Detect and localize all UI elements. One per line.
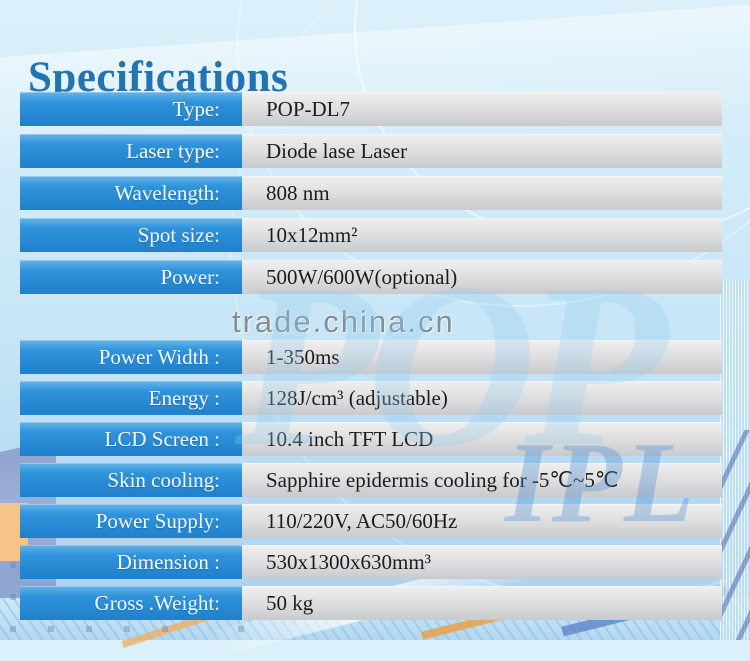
spec-row: Spot size: 10x12mm²	[20, 218, 722, 252]
spec-row: Energy :128J/cm³ (adjustable)	[20, 381, 722, 415]
spec-value: 10x12mm²	[242, 218, 722, 252]
spec-label: Dimension :	[20, 545, 242, 579]
spec-row: Type: POP-DL7	[20, 92, 722, 126]
spec-label: Skin cooling:	[20, 463, 242, 497]
spec-row: LCD Screen :10.4 inch TFT LCD	[20, 422, 722, 456]
spec-value: 1-350ms	[242, 340, 722, 374]
square-dots-pattern	[10, 562, 16, 568]
spec-value: 110/220V, AC50/60Hz	[242, 504, 722, 538]
right-diagonal-stripes	[720, 430, 750, 640]
spec-row: Power Supply: 110/220V, AC50/60Hz	[20, 504, 722, 538]
spec-label: Wavelength:	[20, 176, 242, 210]
spec-row: Laser type: Diode lase Laser	[20, 134, 722, 168]
spec-row: Power Width :1-350ms	[20, 340, 722, 374]
spec-row: Power: 500W/600W(optional)	[20, 260, 722, 294]
spec-value: 10.4 inch TFT LCD	[242, 422, 722, 456]
spec-table: Type: POP-DL7 Laser type: Diode lase Laser W…	[20, 92, 722, 627]
spec-label: Energy :	[20, 381, 242, 415]
spec-row: Wavelength: 808 nm	[20, 176, 722, 210]
spec-value: Diode lase Laser	[242, 134, 722, 168]
spec-label: Type:	[20, 92, 242, 126]
spec-group-top: Type: POP-DL7 Laser type: Diode lase Laser W…	[20, 92, 722, 294]
spec-row: Dimension :530x1300x630mm³	[20, 545, 722, 579]
spec-value: 500W/600W(optional)	[242, 260, 722, 294]
spec-value: 530x1300x630mm³	[242, 545, 722, 579]
spec-value: POP-DL7	[242, 92, 722, 126]
spec-group-bottom: Power Width :1-350ms Energy :128J/cm³ (ad…	[20, 340, 722, 620]
right-stripe-pattern	[720, 280, 750, 640]
spec-label: LCD Screen :	[20, 422, 242, 456]
spec-label: Spot size:	[20, 218, 242, 252]
spec-row: Gross .Weight: 50 kg	[20, 586, 722, 620]
spec-label: Power:	[20, 260, 242, 294]
spec-value: 808 nm	[242, 176, 722, 210]
spec-label: Power Width :	[20, 340, 242, 374]
spec-label: Gross .Weight:	[20, 586, 242, 620]
spec-label: Laser type:	[20, 134, 242, 168]
site-watermark-text: trade.china.cn	[232, 304, 455, 339]
spec-label: Power Supply:	[20, 504, 242, 538]
spec-value: 128J/cm³ (adjustable)	[242, 381, 722, 415]
spec-value: Sapphire epidermis cooling for -5℃~5℃	[242, 463, 722, 497]
site-watermark: trade.china.cn	[20, 302, 722, 340]
spec-row: Skin cooling: Sapphire epidermis cooling …	[20, 463, 722, 497]
spec-value: 50 kg	[242, 586, 722, 620]
